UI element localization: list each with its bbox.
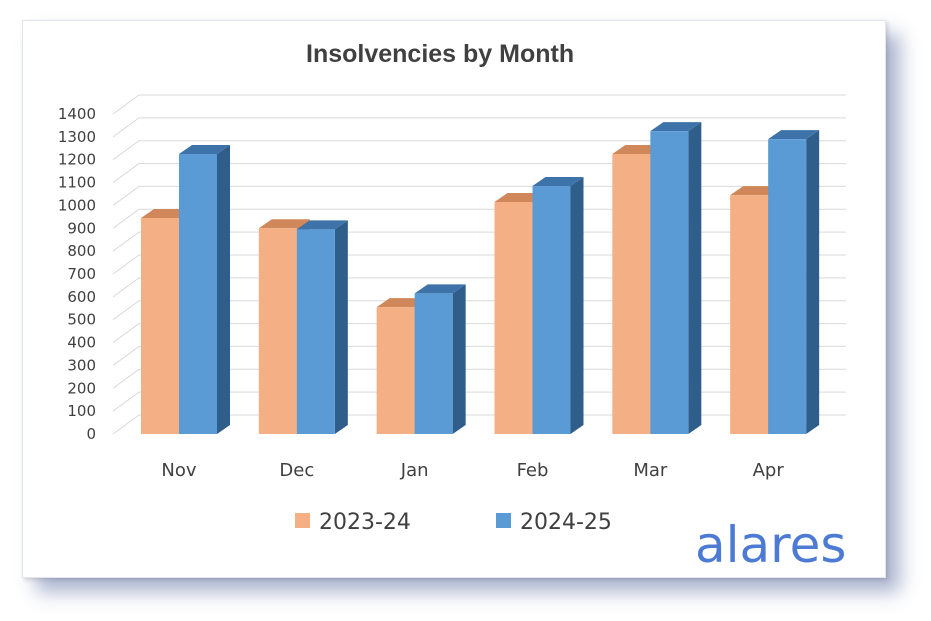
bar [414,293,453,434]
gridline [112,345,846,366]
gridline [112,208,846,229]
bar [179,154,217,434]
gridline [112,140,846,161]
bar-side [570,177,584,434]
gridline [112,391,846,412]
gridline [112,323,846,343]
bar [730,195,769,434]
bar-side [334,220,348,434]
y-tick-label: 0 [86,425,96,443]
legend-swatch [496,513,511,528]
y-axis: 0 100 200 300 400 500 600 700 800 900 1000 1100 1200… [58,105,96,443]
bar [768,139,807,434]
bar [296,229,335,434]
legend-label: 2023-24 [319,510,411,535]
y-tick-label: 900 [67,219,96,237]
gridline [112,117,846,138]
gridline [112,277,846,298]
legend-label: 2024-25 [520,510,612,535]
bar [612,154,651,434]
y-tick-label: 500 [67,311,96,329]
bar [376,307,415,434]
gridline [112,368,846,389]
bar [141,218,179,434]
chart-legend: 2023-24 2024-25 [295,510,612,535]
y-tick-label: 600 [67,288,96,306]
gridline [112,94,846,115]
x-category-label: Apr [753,460,785,481]
bar-side [806,130,820,434]
y-tick-label: 1400 [58,105,96,123]
y-tick-label: 200 [67,379,96,397]
y-tick-label: 800 [67,242,96,260]
bar-side [217,145,230,434]
x-axis: Nov Dec Jan Feb Mar Apr [161,460,784,481]
x-category-label: Nov [161,460,196,481]
bar-top [258,219,310,229]
legend-swatch [295,513,310,528]
chart-gridlines [112,94,846,435]
gridline [112,414,846,435]
alares-logo: alares [695,516,846,574]
bar-top [650,122,702,132]
gridline [112,254,846,275]
y-tick-label: 100 [67,402,96,420]
gridline [112,231,846,252]
chart-bars [141,122,820,435]
bar-top [768,130,820,140]
y-tick-label: 1200 [58,151,96,169]
y-tick-label: 400 [67,334,96,352]
gridline [112,163,846,183]
bar-side [688,122,702,435]
x-category-label: Dec [279,460,314,481]
gridline [112,185,846,206]
chart-title: Insolvencies by Month [306,40,574,68]
x-category-label: Feb [517,460,549,481]
bar-side [452,284,466,434]
y-tick-label: 700 [67,265,96,283]
gridline [112,300,846,321]
x-category-label: Jan [400,460,429,481]
y-tick-label: 1000 [58,196,96,214]
y-tick-label: 1300 [58,128,96,146]
x-category-label: Mar [633,460,668,481]
bar [494,202,533,434]
bar [532,186,571,434]
bar [258,228,297,434]
bar-top [414,284,466,294]
bar-top [532,177,584,186]
bar-top [179,145,230,154]
y-tick-label: 1100 [58,174,96,192]
chart-card: Insolvencies by Month 0 100 200 300 400 500 60… [22,20,886,578]
y-tick-label: 300 [67,356,96,374]
bar-top [296,220,348,230]
bar-chart: Insolvencies by Month 0 100 200 300 400 500 60… [58,40,847,574]
bar [650,131,689,434]
